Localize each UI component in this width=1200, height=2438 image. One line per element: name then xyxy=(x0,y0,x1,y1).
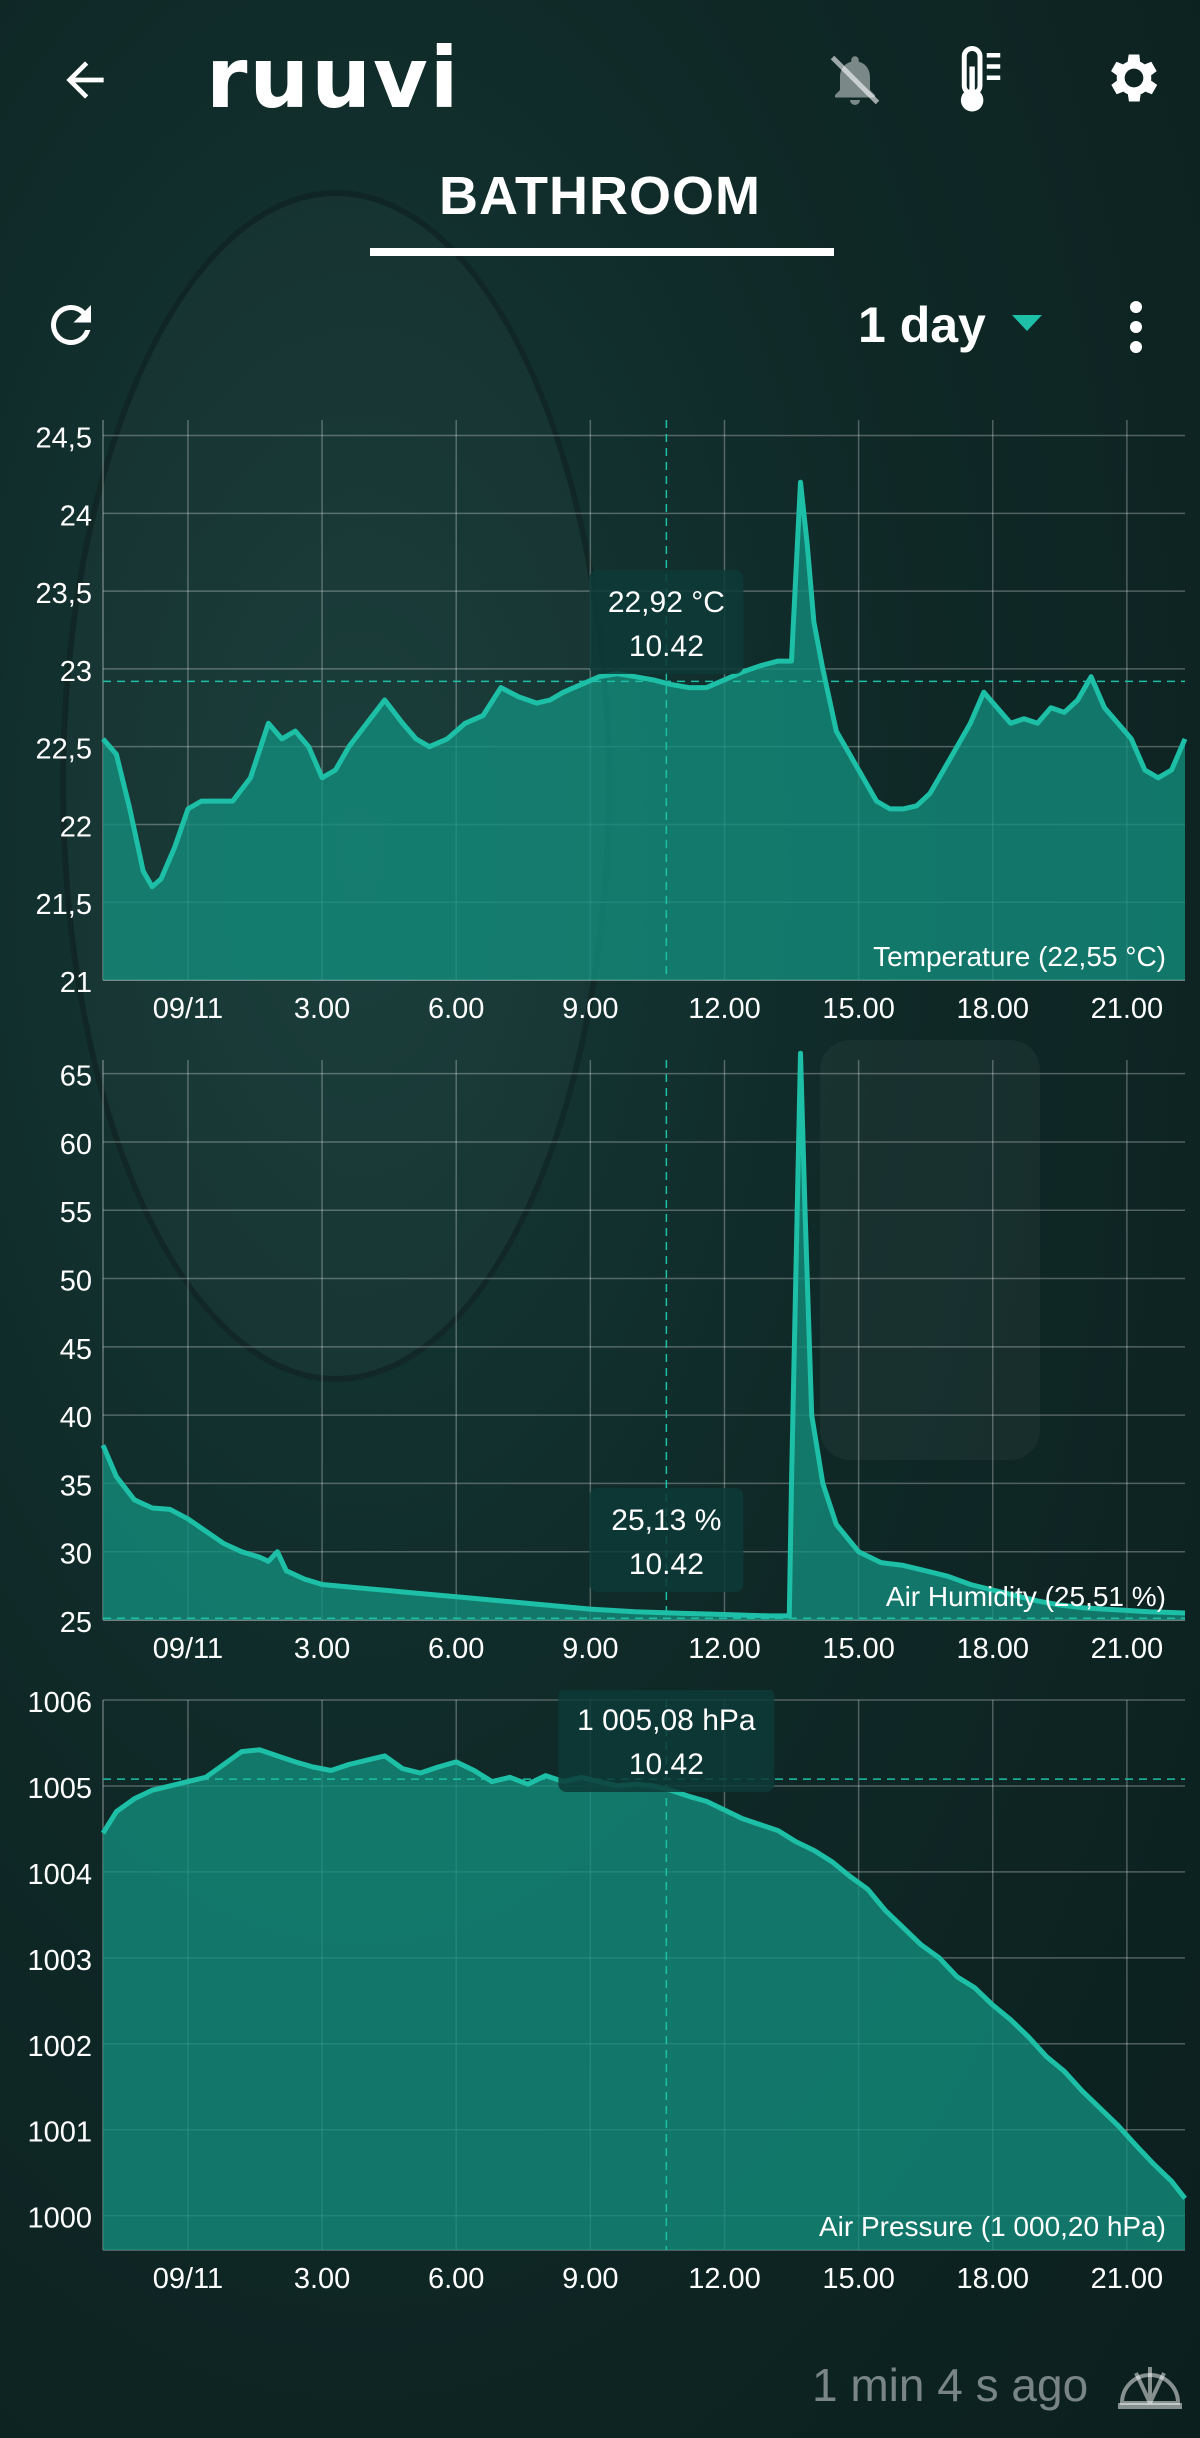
y-tick-label: 1001 xyxy=(27,2117,92,2149)
humidity-chart[interactable]: 65 60 55 50 45 40 35 30 25 09/11 3.00 6.00 9.00 12.00… xyxy=(0,1050,1200,1690)
y-tick-label: 60 xyxy=(60,1129,92,1161)
x-tick-label: 9.00 xyxy=(562,993,618,1025)
tooltip-time: 10.42 xyxy=(629,1748,704,1781)
series-line xyxy=(101,479,1188,890)
tooltip-value: 1 005,08 hPa xyxy=(577,1704,756,1737)
period-selector[interactable]: 1 day xyxy=(858,297,986,353)
tooltip-time: 10.42 xyxy=(629,1548,704,1581)
y-tick-label: 25 xyxy=(60,1607,92,1639)
y-tick-label: 21,5 xyxy=(36,889,92,921)
y-tick-label: 1006 xyxy=(27,1690,92,1719)
y-tick-label: 30 xyxy=(60,1539,92,1571)
temperature-chart-svg[interactable]: 24,5 24 23,5 23 22,5 22 21,5 21 09/11 3.00 6.00 9.0… xyxy=(0,410,1200,1050)
x-tick-label: 15.00 xyxy=(822,2263,895,2295)
y-tick-label: 23 xyxy=(60,656,92,688)
x-tick-label: 09/11 xyxy=(153,2263,223,2295)
tooltip-background xyxy=(589,570,744,674)
sensor-name-tab[interactable]: BATHROOM xyxy=(439,166,761,226)
tooltip-value: 22,92 °C xyxy=(608,586,725,619)
chart-series-label: Air Humidity (25,51 %) xyxy=(886,1581,1166,1612)
y-tick-label: 24 xyxy=(60,500,92,532)
thermometer-icon[interactable] xyxy=(945,40,1015,120)
y-tick-label: 55 xyxy=(60,1197,92,1229)
x-tick-label: 09/11 xyxy=(153,993,223,1025)
series-area xyxy=(103,1053,1185,1620)
gear-icon[interactable] xyxy=(1098,42,1170,114)
bell-off-icon[interactable] xyxy=(820,45,890,115)
x-tick-label: 3.00 xyxy=(294,2263,350,2295)
x-tick-label: 09/11 xyxy=(153,1633,223,1665)
tab-indicator xyxy=(370,248,834,256)
y-tick-label: 35 xyxy=(60,1470,92,1502)
x-tick-label: 21.00 xyxy=(1091,1633,1164,1665)
series-line xyxy=(100,1050,1186,1619)
x-tick-label: 18.00 xyxy=(956,993,1029,1025)
x-tick-label: 18.00 xyxy=(956,2263,1029,2295)
x-tick-label: 6.00 xyxy=(428,1633,484,1665)
x-tick-label: 3.00 xyxy=(294,993,350,1025)
y-tick-label: 65 xyxy=(60,1061,92,1093)
y-tick-label: 1003 xyxy=(27,1945,92,1977)
x-tick-label: 12.00 xyxy=(688,993,761,1025)
x-tick-label: 3.00 xyxy=(294,1633,350,1665)
chart-series-label: Temperature (22,55 °C) xyxy=(873,941,1166,972)
chart-tooltip: 22,92 °C 10.42 xyxy=(589,570,744,674)
ruuvi-logo: ruuvi xyxy=(206,29,461,127)
y-tick-label: 45 xyxy=(60,1334,92,1366)
y-tick-label: 1004 xyxy=(27,1859,92,1891)
last-updated-text: 1 min 4 s ago xyxy=(812,2359,1089,2411)
y-tick-label: 24,5 xyxy=(36,423,92,455)
x-tick-label: 6.00 xyxy=(428,993,484,1025)
back-arrow-icon[interactable] xyxy=(50,45,120,115)
tooltip-time: 10.42 xyxy=(629,630,704,663)
x-tick-label: 6.00 xyxy=(428,2263,484,2295)
x-tick-label: 21.00 xyxy=(1091,993,1164,1025)
y-tick-label: 23,5 xyxy=(36,578,92,610)
gateway-icon xyxy=(1110,2348,1190,2418)
x-tick-label: 18.00 xyxy=(956,1633,1029,1665)
chart-tooltip: 25,13 % 10.42 xyxy=(589,1488,744,1592)
top-bar: ruuvi xyxy=(0,0,1200,160)
tooltip-background xyxy=(558,1690,775,1792)
x-tick-label: 9.00 xyxy=(562,1633,618,1665)
y-tick-label: 22,5 xyxy=(36,734,92,766)
x-tick-label: 9.00 xyxy=(562,2263,618,2295)
chart-tooltip: 1 005,08 hPa 10.42 xyxy=(558,1690,775,1792)
y-tick-label: 40 xyxy=(60,1402,92,1434)
pressure-chart[interactable]: 1006 1005 1004 1003 1002 1001 1000 09/11 3.00 6.0… xyxy=(0,1690,1200,2310)
chart-series-label: Air Pressure (1 000,20 hPa) xyxy=(819,2211,1166,2242)
x-tick-label: 21.00 xyxy=(1091,2263,1164,2295)
tooltip-value: 25,13 % xyxy=(611,1504,721,1537)
x-tick-label: 12.00 xyxy=(688,2263,761,2295)
x-tick-label: 12.00 xyxy=(688,1633,761,1665)
refresh-icon[interactable] xyxy=(38,292,104,358)
series-area xyxy=(103,1749,1185,2250)
more-vertical-icon[interactable] xyxy=(1110,292,1162,362)
x-tick-label: 15.00 xyxy=(822,993,895,1025)
humidity-chart-svg[interactable]: 65 60 55 50 45 40 35 30 25 09/11 3.00 6.00 9.00 12.00… xyxy=(0,1050,1200,1690)
y-tick-label: 50 xyxy=(60,1266,92,1298)
dropdown-triangle-icon[interactable] xyxy=(1010,312,1044,336)
y-tick-label: 1000 xyxy=(27,2203,92,2235)
temperature-chart[interactable]: 24,5 24 23,5 23 22,5 22 21,5 21 09/11 3.00 6.00 9.0… xyxy=(0,410,1200,1050)
y-tick-label: 1002 xyxy=(27,2031,92,2063)
x-tick-label: 15.00 xyxy=(822,1633,895,1665)
y-tick-label: 21 xyxy=(60,967,92,999)
y-tick-label: 22 xyxy=(60,811,92,843)
tooltip-background xyxy=(589,1488,744,1592)
series-area xyxy=(103,482,1185,980)
y-tick-label: 1005 xyxy=(27,1773,92,1805)
pressure-chart-svg[interactable]: 1006 1005 1004 1003 1002 1001 1000 09/11 3.00 6.0… xyxy=(0,1690,1200,2310)
